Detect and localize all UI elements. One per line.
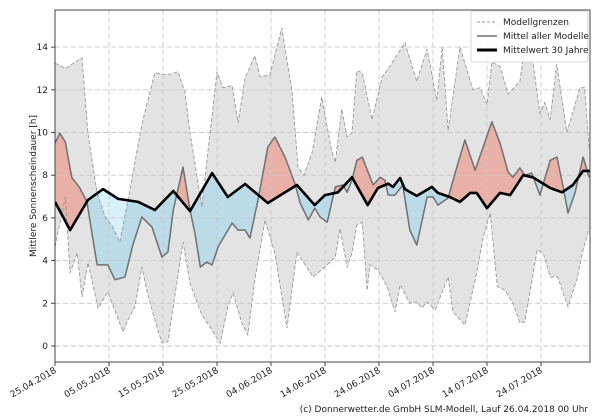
- series-lines: [55, 27, 590, 345]
- lower-bound-line: [55, 196, 590, 345]
- legend: Modellgrenzen Mittel aller Modelle Mitte…: [470, 10, 589, 63]
- fill-areas: [55, 27, 590, 343]
- above-norm-fill: [260, 137, 297, 203]
- plot-frame: [54, 9, 591, 363]
- above-norm-fill: [449, 123, 535, 209]
- upper-below-norm-fill: [98, 189, 130, 242]
- x-tick-label: 24.06.2018: [333, 366, 383, 401]
- legend-label-model-mean: Mittel aller Modelle: [503, 32, 589, 42]
- y-tick-label: 14: [37, 43, 49, 53]
- legend-label-bounds: Modellgrenzen: [503, 18, 569, 28]
- x-tick-label: 24.07.2018: [495, 366, 545, 401]
- y-tick-label: 0: [42, 342, 48, 352]
- below-norm-fill: [564, 176, 579, 213]
- axes: [54, 9, 591, 363]
- x-tick-label: 04.06.2018: [225, 366, 275, 401]
- legend-label-norm: Mittelwert 30 Jahre: [503, 46, 589, 56]
- y-tick-label: 4: [42, 257, 48, 267]
- below-norm-fill: [534, 178, 544, 195]
- x-tick-label: 05.05.2018: [63, 366, 113, 401]
- y-tick-label: 12: [37, 86, 48, 96]
- y-tick-label: 2: [42, 299, 48, 309]
- y-tick-label: 10: [37, 129, 49, 139]
- above-norm-fill: [55, 134, 88, 230]
- x-tick-label: 25.04.2018: [9, 366, 59, 401]
- y-axis-label: Mittlere Sonnenscheindauer [h]: [29, 115, 39, 257]
- x-tick-label: 04.07.2018: [387, 366, 437, 401]
- upper-bound-line: [55, 27, 590, 244]
- below-norm-fill: [191, 174, 261, 267]
- model-range-band: [55, 27, 590, 343]
- copyright-credit: (c) Donnerwetter.de GmbH SLM-Modell, Lau…: [299, 405, 588, 415]
- below-norm-fill: [387, 179, 450, 245]
- x-tick-label: 14.07.2018: [441, 366, 491, 401]
- thirty-year-mean-line: [55, 169, 590, 232]
- legend-box: [470, 10, 589, 63]
- x-tick-label: 15.05.2018: [117, 366, 167, 401]
- x-tick-label: 14.06.2018: [279, 366, 329, 401]
- x-tick-label: 25.05.2018: [171, 366, 221, 401]
- y-tick-label: 8: [42, 171, 48, 181]
- model-mean-line: [55, 121, 590, 281]
- y-axis-ticks: 0 2 4 6 8 10 12 14: [37, 43, 55, 352]
- upper-below-norm-fill: [200, 180, 205, 205]
- x-axis-ticks: 25.04.2018 05.05.2018 15.05.2018 25.05.2018…: [9, 362, 545, 400]
- above-norm-fill: [177, 168, 192, 217]
- y-tick-label: 6: [42, 214, 48, 224]
